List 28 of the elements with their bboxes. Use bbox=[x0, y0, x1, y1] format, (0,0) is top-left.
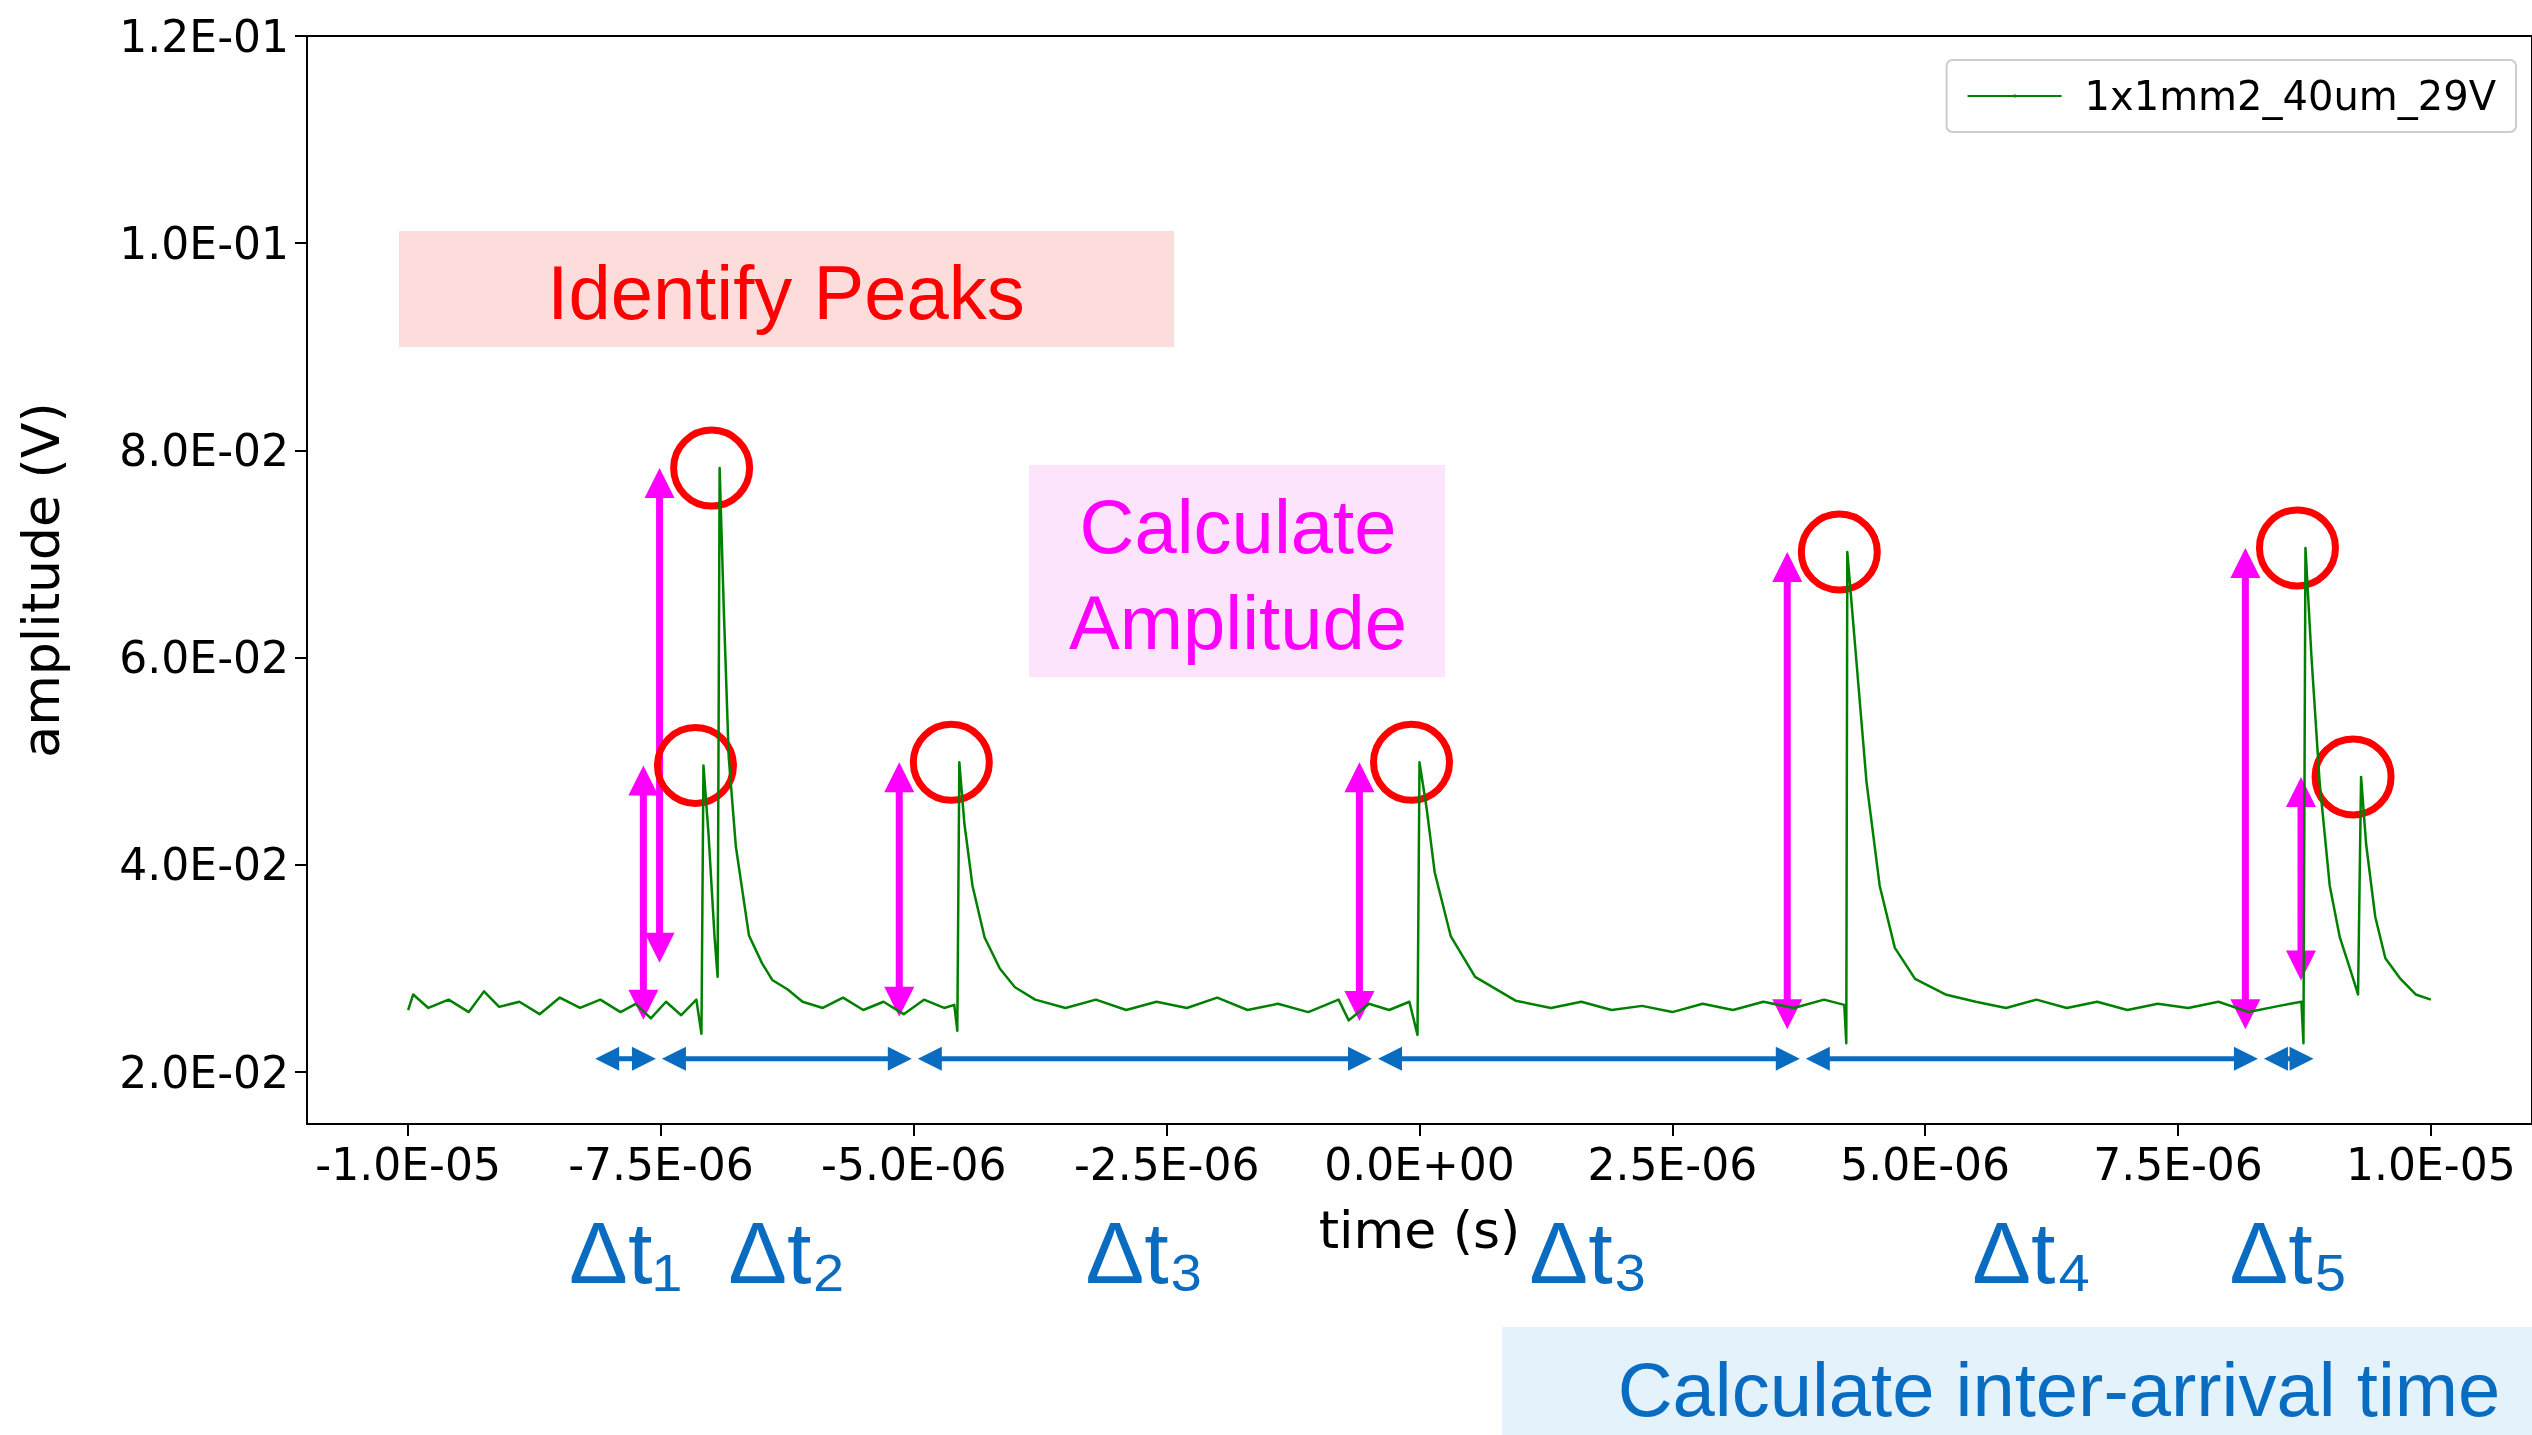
x-tick-label: 0.0E+00 bbox=[1324, 1138, 1515, 1190]
x-tick-label: 7.5E-06 bbox=[2093, 1138, 2263, 1190]
text: Δt₂ bbox=[728, 1202, 846, 1302]
text: Calculate inter-arrival time bbox=[1617, 1346, 2501, 1432]
x-tick-label: 2.5E-06 bbox=[1587, 1138, 1758, 1190]
y-tick-label: 4.0E-02 bbox=[119, 839, 289, 891]
y-tick-label: 1.0E-01 bbox=[119, 217, 289, 269]
text: Δt₁ bbox=[569, 1202, 683, 1302]
x-tick-label: 5.0E-06 bbox=[1840, 1138, 2010, 1190]
text: Δt₃ bbox=[1085, 1202, 1205, 1302]
annotation: Identify Peaks bbox=[547, 249, 1025, 335]
x-axis-title: time (s) bbox=[1318, 1200, 1521, 1260]
x-tick-label: -1.0E-05 bbox=[315, 1138, 501, 1190]
x-tick-label: -5.0E-06 bbox=[821, 1138, 1007, 1190]
legend-label: 1x1mm2_40um_29V bbox=[2084, 73, 2497, 120]
line-series bbox=[406, 466, 2433, 1045]
y-axis-title: amplitude (V) bbox=[11, 402, 71, 758]
text: Δt₃ bbox=[1529, 1202, 1649, 1302]
y-tick-label: 6.0E-02 bbox=[119, 632, 289, 684]
x-tick-label: 1.0E-05 bbox=[2346, 1138, 2516, 1190]
x-tick-label: -2.5E-06 bbox=[1073, 1138, 1260, 1190]
text: Δt₄ bbox=[1972, 1202, 2092, 1302]
y-tick-label: 1.2E-01 bbox=[119, 10, 289, 62]
x-tick-label: -7.5E-06 bbox=[568, 1138, 754, 1190]
y-tick-label: 8.0E-02 bbox=[119, 424, 289, 476]
text: Δt₅ bbox=[2229, 1202, 2349, 1302]
annotation: Calculate Amplitude bbox=[1069, 483, 1407, 665]
y-tick-label: 2.0E-02 bbox=[119, 1046, 289, 1098]
